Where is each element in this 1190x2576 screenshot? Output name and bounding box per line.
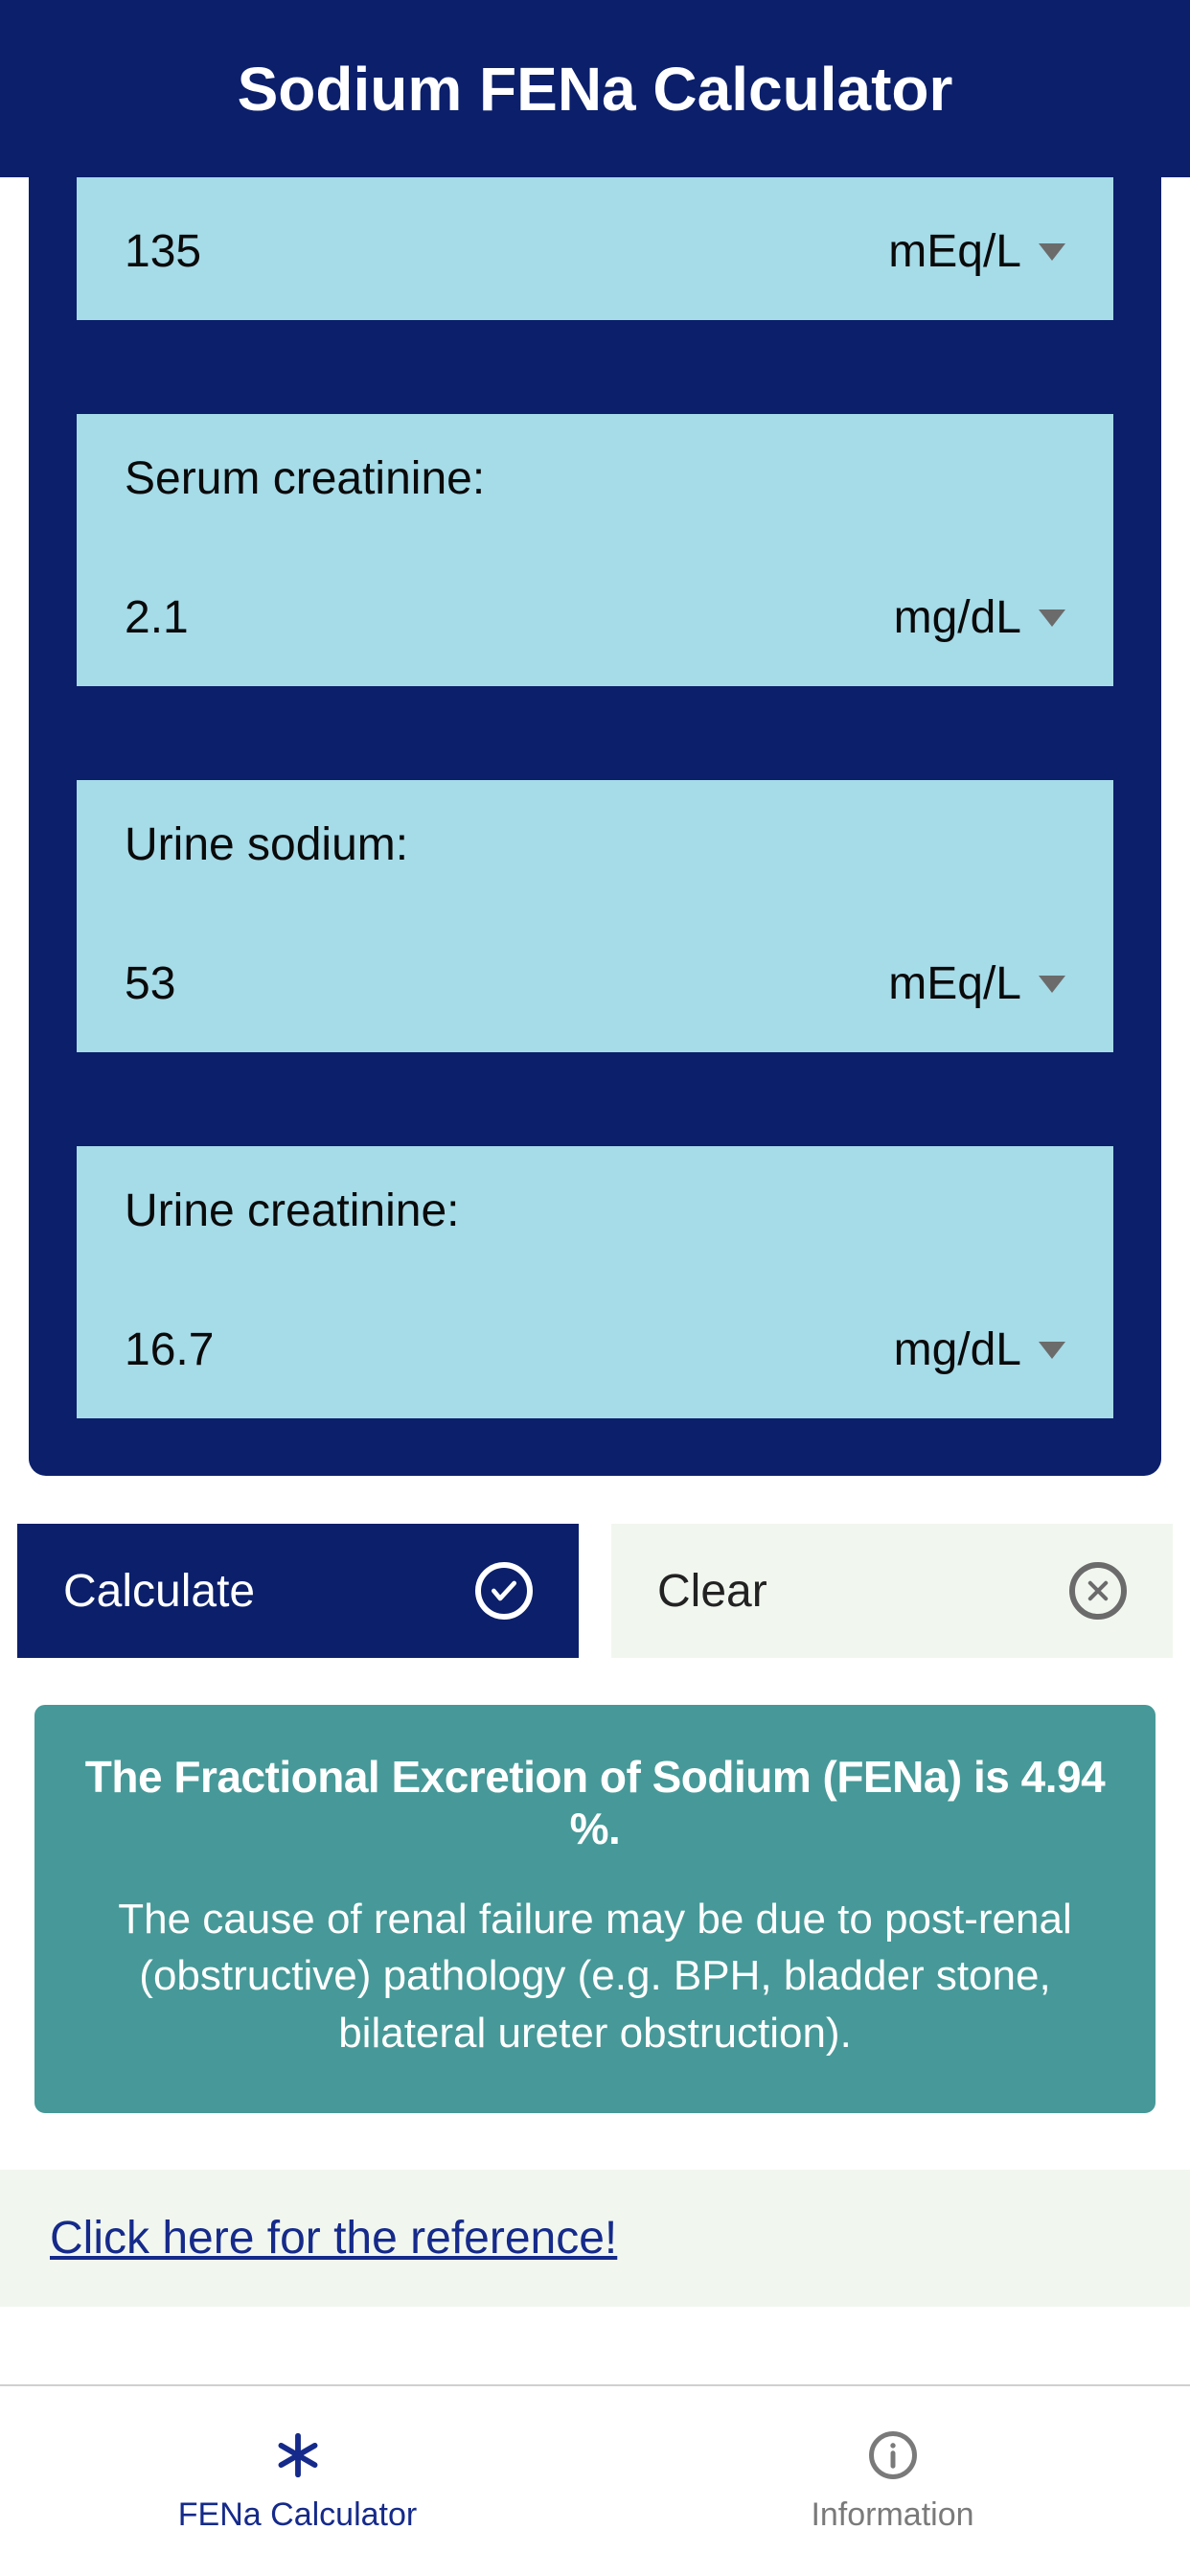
app-header: Sodium FENa Calculator xyxy=(0,0,1190,177)
medical-asterisk-icon xyxy=(272,2429,324,2481)
unit-text: mEq/L xyxy=(888,957,1021,1010)
main-content: 135 mEq/L Serum creatinine: 2.1 mg/dL Ur… xyxy=(0,177,1190,2384)
unit-selector[interactable]: mg/dL xyxy=(894,1323,1065,1376)
field-label: Urine creatinine: xyxy=(125,1184,1065,1237)
unit-text: mEq/L xyxy=(888,225,1021,278)
unit-text: mg/dL xyxy=(894,591,1021,644)
action-row: Calculate Clear xyxy=(0,1476,1190,1658)
result-title: The Fractional Excretion of Sodium (FENa… xyxy=(63,1751,1127,1854)
unit-selector[interactable]: mEq/L xyxy=(888,957,1065,1010)
tab-label: Information xyxy=(811,2496,973,2534)
check-circle-icon xyxy=(475,1562,533,1620)
tab-label: FENa Calculator xyxy=(178,2496,417,2534)
input-row: 16.7 mg/dL xyxy=(125,1323,1065,1376)
tab-calculator[interactable]: FENa Calculator xyxy=(0,2386,595,2576)
field-serum-sodium: 135 mEq/L xyxy=(77,177,1113,320)
info-icon xyxy=(867,2429,919,2481)
input-row: 53 mEq/L xyxy=(125,957,1065,1010)
calculate-button[interactable]: Calculate xyxy=(17,1524,579,1658)
chevron-down-icon xyxy=(1039,610,1065,627)
unit-selector[interactable]: mEq/L xyxy=(888,225,1065,278)
result-card: The Fractional Excretion of Sodium (FENa… xyxy=(32,1702,1158,2116)
urine-sodium-input[interactable]: 53 xyxy=(125,957,175,1010)
result-body: The cause of renal failure may be due to… xyxy=(63,1891,1127,2061)
page-title: Sodium FENa Calculator xyxy=(238,54,953,125)
field-label: Serum creatinine: xyxy=(125,452,1065,505)
urine-creatinine-input[interactable]: 16.7 xyxy=(125,1323,214,1376)
serum-sodium-input[interactable]: 135 xyxy=(125,225,201,278)
tab-information[interactable]: Information xyxy=(595,2386,1190,2576)
chevron-down-icon xyxy=(1039,976,1065,993)
reference-link[interactable]: Click here for the reference! xyxy=(50,2213,617,2264)
calculate-label: Calculate xyxy=(63,1565,255,1618)
input-row: 2.1 mg/dL xyxy=(125,591,1065,644)
reference-bar: Click here for the reference! xyxy=(0,2170,1190,2307)
field-serum-creatinine: Serum creatinine: 2.1 mg/dL xyxy=(77,414,1113,686)
clear-label: Clear xyxy=(657,1565,767,1618)
clear-button[interactable]: Clear xyxy=(611,1524,1173,1658)
close-circle-icon xyxy=(1069,1562,1127,1620)
unit-text: mg/dL xyxy=(894,1323,1021,1376)
field-urine-sodium: Urine sodium: 53 mEq/L xyxy=(77,780,1113,1052)
chevron-down-icon xyxy=(1039,1342,1065,1359)
form-card: 135 mEq/L Serum creatinine: 2.1 mg/dL Ur… xyxy=(29,177,1161,1476)
input-row: 135 mEq/L xyxy=(125,177,1065,278)
field-label: Urine sodium: xyxy=(125,818,1065,871)
serum-creatinine-input[interactable]: 2.1 xyxy=(125,591,189,644)
field-urine-creatinine: Urine creatinine: 16.7 mg/dL xyxy=(77,1146,1113,1418)
tab-bar: FENa Calculator Information xyxy=(0,2384,1190,2576)
unit-selector[interactable]: mg/dL xyxy=(894,591,1065,644)
chevron-down-icon xyxy=(1039,243,1065,261)
